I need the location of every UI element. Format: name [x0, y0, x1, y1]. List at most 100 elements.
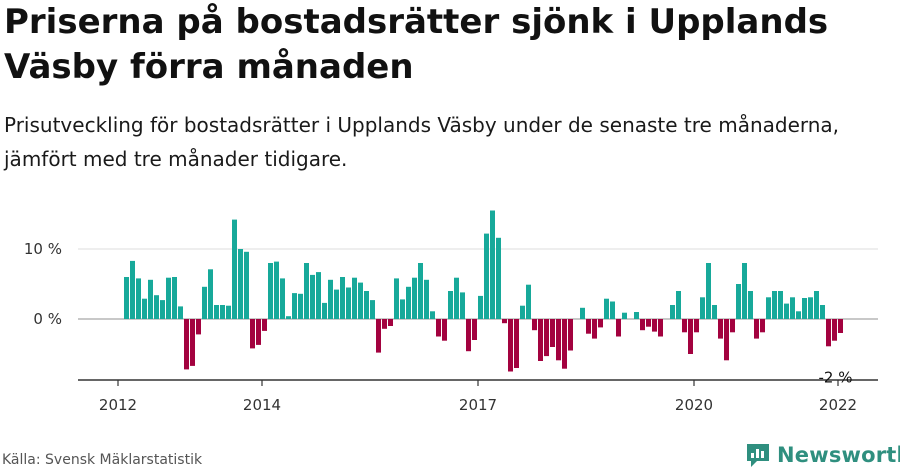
x-axis: 2012 2014 2017 2020 2022	[78, 379, 878, 414]
bar	[388, 319, 393, 326]
bar	[736, 284, 741, 319]
bar	[700, 297, 705, 319]
x-tick-label: 2022	[819, 396, 857, 414]
bar	[340, 277, 345, 319]
bar	[796, 311, 801, 319]
bar	[160, 300, 165, 319]
bar	[778, 291, 783, 319]
bar	[346, 287, 351, 319]
bar	[526, 284, 531, 319]
bar	[562, 319, 567, 369]
bar	[784, 303, 789, 319]
bar	[508, 319, 513, 372]
bar	[406, 286, 411, 319]
latest-value-label: -2 %	[819, 369, 853, 387]
y-tick-label: 10 %	[24, 240, 62, 258]
bar	[814, 291, 819, 319]
bar	[250, 319, 255, 349]
bar	[622, 312, 627, 319]
bar	[472, 319, 477, 340]
bar	[670, 305, 675, 319]
bar	[550, 319, 555, 347]
bar	[310, 274, 315, 319]
bar	[382, 319, 387, 329]
bar	[760, 319, 765, 333]
bar	[772, 291, 777, 319]
bar	[724, 319, 729, 361]
bar	[202, 286, 207, 319]
bar	[448, 291, 453, 319]
bar	[532, 319, 537, 331]
bar	[328, 279, 333, 319]
chart-title: Priserna på bostadsrätter sjönk i Upplan…	[4, 2, 829, 87]
bar	[376, 319, 381, 353]
bar	[124, 277, 129, 319]
bar	[286, 316, 291, 319]
bar	[460, 292, 465, 319]
x-tick-label: 2020	[675, 396, 713, 414]
bar	[280, 278, 285, 319]
bar	[820, 305, 825, 319]
bar	[568, 319, 573, 351]
bar	[268, 263, 273, 319]
bar	[586, 319, 591, 334]
y-tick-label: 0 %	[33, 310, 62, 328]
bar	[256, 319, 261, 345]
bars	[124, 210, 843, 372]
brand-name: Newsworthy	[777, 443, 900, 467]
y-axis-labels: 0 % 10 %	[24, 240, 62, 328]
bar	[424, 279, 429, 319]
bar	[154, 295, 159, 319]
bar	[490, 210, 495, 319]
bar	[226, 305, 231, 319]
bar	[322, 302, 327, 319]
bar	[802, 298, 807, 319]
bar	[214, 305, 219, 319]
bar	[370, 300, 375, 319]
bar	[184, 319, 189, 370]
bar	[598, 319, 603, 328]
bar	[484, 233, 489, 319]
bar	[604, 298, 609, 319]
bar	[742, 263, 747, 319]
x-tick-label: 2017	[459, 396, 497, 414]
bar	[682, 319, 687, 333]
bar	[298, 293, 303, 319]
bar	[580, 307, 585, 319]
bar	[748, 291, 753, 319]
bar	[352, 277, 357, 319]
bar	[418, 263, 423, 319]
bar	[190, 319, 195, 366]
bar	[478, 295, 483, 319]
bar	[136, 278, 141, 319]
bar	[334, 289, 339, 319]
bar	[730, 319, 735, 333]
bar	[706, 263, 711, 319]
bar	[454, 277, 459, 319]
bar	[502, 319, 507, 324]
bar	[592, 319, 597, 339]
bar	[400, 299, 405, 319]
bar	[430, 311, 435, 319]
bar	[196, 319, 201, 335]
bar	[130, 260, 135, 319]
source-label: Källa: Svensk Mäklarstatistik	[2, 452, 203, 468]
bar	[316, 272, 321, 319]
bar	[826, 319, 831, 347]
bar	[688, 319, 693, 354]
bar	[304, 263, 309, 319]
bar	[832, 319, 837, 341]
bar	[808, 297, 813, 319]
brand-logo[interactable]: Newsworthy	[745, 441, 900, 469]
bar	[718, 319, 723, 339]
bar	[790, 297, 795, 319]
bar	[616, 319, 621, 337]
bar	[556, 319, 561, 361]
bar	[172, 277, 177, 319]
bar	[658, 319, 663, 337]
bar	[142, 298, 147, 319]
bar	[436, 319, 441, 337]
bar	[148, 279, 153, 319]
x-tick-label: 2012	[99, 396, 137, 414]
bar	[262, 319, 267, 331]
